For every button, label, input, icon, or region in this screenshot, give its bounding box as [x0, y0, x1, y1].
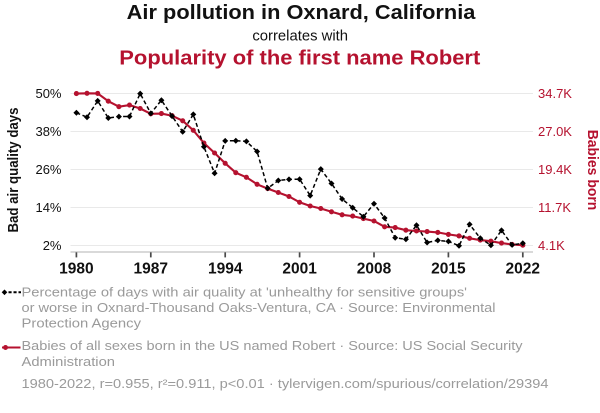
svg-text:4.1K: 4.1K [538, 238, 565, 253]
svg-text:27.0K: 27.0K [538, 124, 572, 139]
svg-text:Babies born: Babies born [584, 130, 600, 211]
svg-text:38%: 38% [35, 124, 61, 139]
svg-text:Administration: Administration [22, 354, 116, 369]
svg-text:correlates with: correlates with [252, 28, 348, 45]
svg-text:or worse in Oxnard-Thousand Oa: or worse in Oxnard-Thousand Oaks-Ventura… [22, 300, 496, 315]
svg-text:2001: 2001 [282, 260, 317, 277]
svg-text:Babies of all sexes born in th: Babies of all sexes born in the US named… [22, 338, 524, 353]
svg-text:2%: 2% [43, 238, 62, 253]
svg-text:14%: 14% [35, 200, 61, 215]
svg-text:1980: 1980 [59, 260, 93, 277]
svg-text:2015: 2015 [431, 260, 466, 277]
svg-text:1980-2022, r=0.955, r²=0.911,: 1980-2022, r=0.955, r²=0.911, p<0.01 · t… [22, 376, 549, 391]
svg-text:34.7K: 34.7K [538, 86, 572, 101]
svg-text:50%: 50% [35, 86, 61, 101]
svg-text:1987: 1987 [134, 260, 168, 277]
svg-text:Air pollution in Oxnard, Calif: Air pollution in Oxnard, California [127, 1, 476, 24]
svg-text:1994: 1994 [208, 260, 243, 277]
svg-text:26%: 26% [35, 162, 61, 177]
svg-text:11.7K: 11.7K [538, 200, 571, 215]
svg-text:Percentage of days with air qu: Percentage of days with air quality at '… [22, 285, 468, 300]
svg-text:Protection Agency: Protection Agency [22, 316, 142, 331]
svg-text:19.4K: 19.4K [538, 162, 572, 177]
svg-text:Popularity of the first name R: Popularity of the first name Robert [119, 47, 480, 70]
svg-text:2008: 2008 [357, 260, 392, 277]
svg-text:Bad air quality days: Bad air quality days [5, 108, 22, 233]
svg-text:2022: 2022 [506, 260, 540, 277]
